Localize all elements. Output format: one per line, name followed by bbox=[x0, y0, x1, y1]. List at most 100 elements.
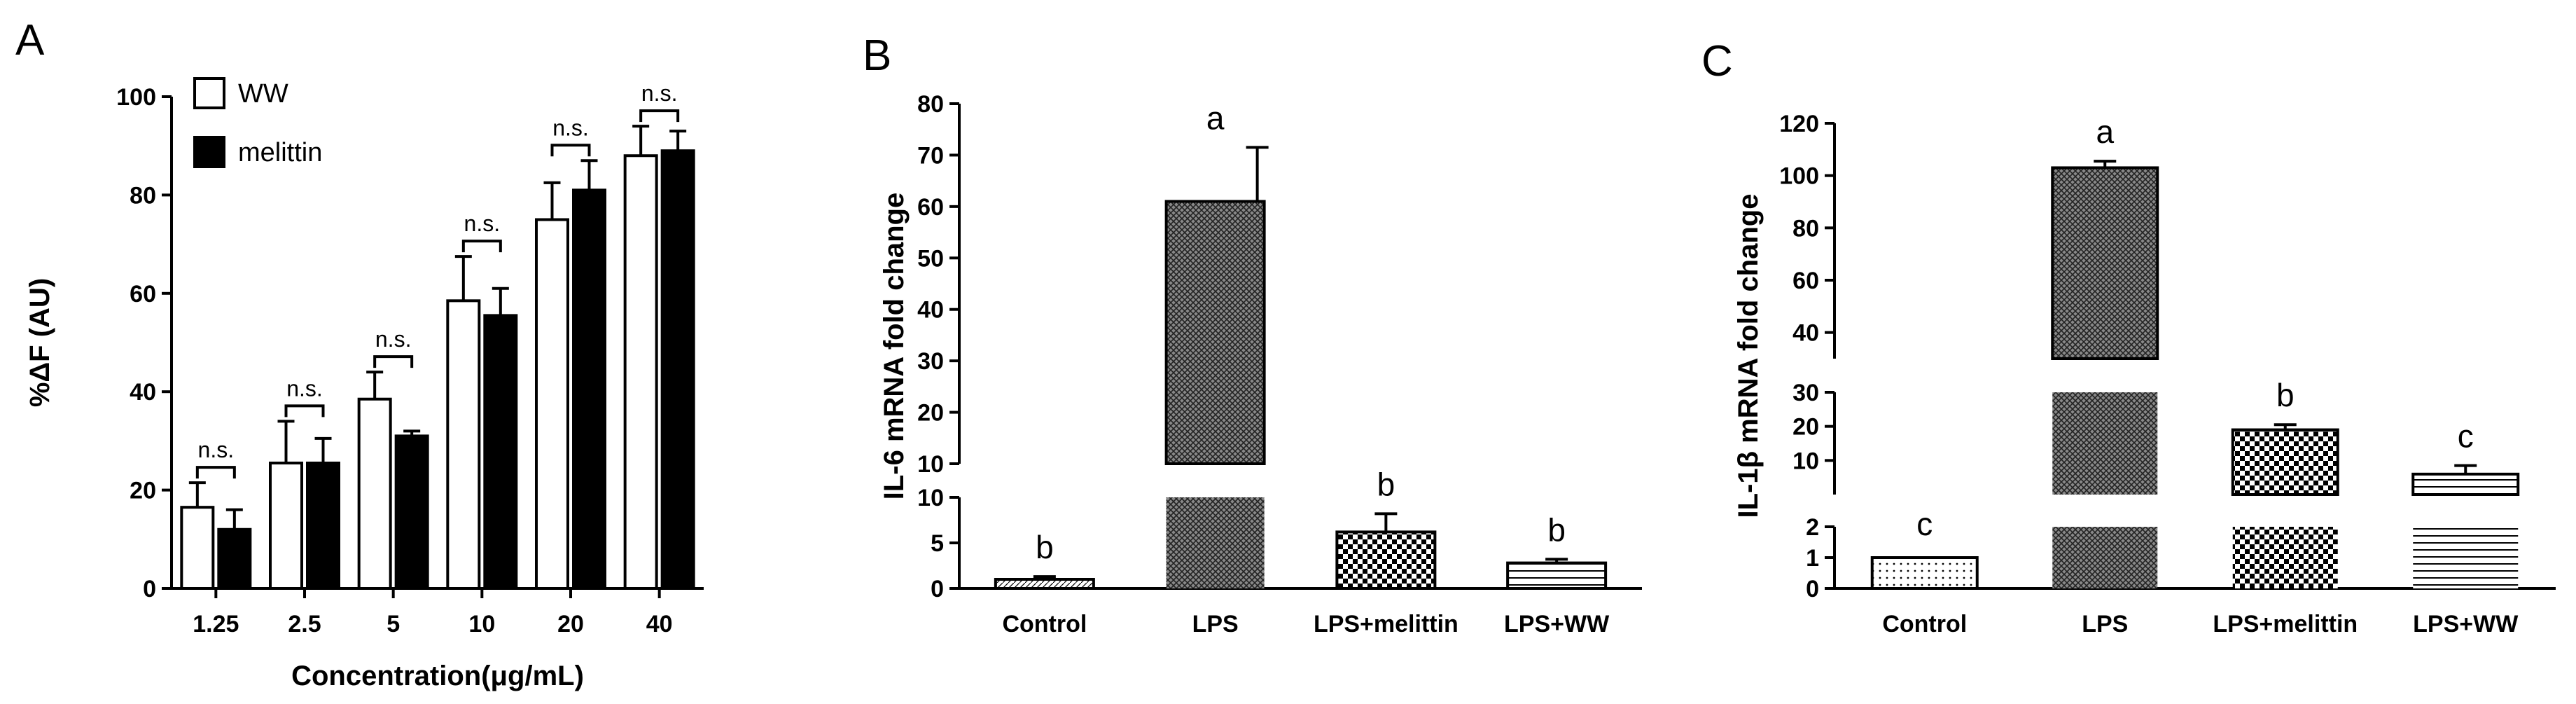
panel-a-y-tick-label: 100 bbox=[116, 84, 156, 111]
legend-label-melittin: melittin bbox=[238, 138, 322, 167]
panel-c-y-tick-label: 1 bbox=[1806, 545, 1819, 572]
panel-b-x-tick-label: LPS bbox=[1192, 611, 1239, 637]
panel-a-significance-label: n.s. bbox=[198, 437, 235, 462]
panel-a-significance-bracket bbox=[461, 240, 502, 253]
panel-a-significance-label: n.s. bbox=[641, 81, 678, 106]
panel-c-x-tick-label: LPS bbox=[2082, 611, 2128, 637]
panel-b-x-tick-label: LPS+WW bbox=[1504, 611, 1610, 637]
panel-a-y-tick-label: 80 bbox=[130, 182, 156, 209]
panel-c-bar-upper bbox=[2051, 166, 2159, 360]
panel-a-significance-label: n.s. bbox=[286, 375, 323, 401]
panel-b-bar bbox=[994, 578, 1095, 590]
panel-b-bar bbox=[1335, 530, 1437, 591]
panel-a-y-tick-label: 60 bbox=[130, 281, 156, 308]
panel-c-x-tick-label: Control bbox=[1882, 611, 1967, 637]
panel-c-y-tick-label: 0 bbox=[1806, 576, 1819, 602]
panel-a-significance-bracket bbox=[373, 355, 414, 368]
panel-a-bar-melittin bbox=[394, 434, 429, 590]
panel-a-significance-label: n.s. bbox=[464, 211, 501, 236]
panel-b-y-tick-label: 10 bbox=[917, 485, 944, 511]
panel-b-y-tick-label: 60 bbox=[917, 194, 944, 221]
panel-a-bar-melittin bbox=[306, 461, 340, 590]
panel-a-x-axis-title: Concentration(μg/mL) bbox=[291, 661, 584, 691]
legend-label-ww: WW bbox=[238, 79, 288, 109]
panel-c-bar bbox=[1870, 556, 1979, 590]
panel-b-y-tick-label: 50 bbox=[917, 245, 944, 272]
panel-a-bar-melittin bbox=[483, 314, 518, 590]
panel-c-chart: IL-1β mRNA fold change 0 1 2 10 20 30 40 60 80 10… bbox=[1733, 111, 2556, 637]
panel-b-y-axis-title: IL-6 mRNA fold change bbox=[879, 193, 910, 500]
panel-c-bar-middle bbox=[2411, 472, 2520, 496]
panel-c-bar-lower bbox=[2232, 527, 2338, 588]
panel-a-significance-label: n.s. bbox=[375, 326, 412, 352]
panel-a-x-tick-label: 10 bbox=[468, 611, 495, 637]
panel-a-significance-bracket bbox=[639, 109, 680, 123]
panel-c-significance-letter: c bbox=[2458, 418, 2474, 455]
panel-a-x-tick-label: 40 bbox=[646, 611, 673, 637]
panel-b-y-tick-label: 5 bbox=[931, 530, 944, 557]
panel-b-significance-letter: b bbox=[1547, 511, 1566, 548]
panel-letter-c: C bbox=[1701, 37, 1733, 85]
panel-a-bar-ww bbox=[535, 218, 569, 590]
legend-swatch-melittin bbox=[193, 136, 225, 168]
panel-a-y-tick-label: 20 bbox=[130, 478, 156, 504]
panel-a-significance-label: n.s. bbox=[552, 115, 589, 140]
panel-b-y-tick-label: 0 bbox=[931, 576, 944, 602]
panel-b-x-tick-label: Control bbox=[1002, 611, 1087, 637]
panel-a-x-tick-label: 20 bbox=[557, 611, 584, 637]
panel-a-legend: WW melittin bbox=[193, 77, 322, 168]
panel-a-y-axis-title: %ΔF (AU) bbox=[25, 278, 55, 407]
panel-b-bar-upper bbox=[1164, 200, 1266, 465]
panel-c-x-tick-label: LPS+melittin bbox=[2213, 611, 2358, 637]
panel-b-bar-lower bbox=[1166, 497, 1265, 588]
panel-c-bar-middle bbox=[2231, 428, 2339, 496]
panel-a-x-tick-label: 1.25 bbox=[193, 611, 239, 637]
panel-b-y-tick-label: 20 bbox=[917, 400, 944, 427]
panel-c-significance-letter: b bbox=[2276, 377, 2295, 413]
panel-c-y-tick-label: 2 bbox=[1806, 514, 1819, 541]
panel-a-x-tick-label: 2.5 bbox=[288, 611, 321, 637]
panel-letter-b: B bbox=[863, 32, 891, 80]
panel-c-bar-lower bbox=[2052, 527, 2158, 588]
panel-b-y-tick-label: 80 bbox=[917, 91, 944, 118]
panel-c-y-tick-label: 10 bbox=[1792, 448, 1819, 474]
panel-a-bar-ww bbox=[357, 397, 392, 590]
panel-c-significance-letter: a bbox=[2096, 113, 2114, 150]
panel-c-bar-lower bbox=[2413, 527, 2519, 588]
panel-b-bar bbox=[1506, 561, 1608, 590]
panel-a-bar-ww bbox=[446, 299, 481, 590]
panel-a-bar-ww bbox=[623, 154, 658, 591]
panel-c-x-tick-label: LPS+WW bbox=[2413, 611, 2519, 637]
panel-a-bar-ww bbox=[180, 506, 215, 590]
panel-a-x-tick-label: 5 bbox=[387, 611, 400, 637]
panel-b-y-tick-label: 70 bbox=[917, 142, 944, 169]
panel-a-significance-bracket bbox=[550, 144, 591, 157]
panel-c-y-axis-title: IL-1β mRNA fold change bbox=[1733, 194, 1764, 518]
panel-b-significance-letter: a bbox=[1206, 99, 1225, 136]
panel-b-y-tick-label: 30 bbox=[917, 348, 944, 375]
panel-b-significance-letter: b bbox=[1377, 466, 1395, 502]
panel-b-chart: IL-6 mRNA fold change 0 5 10 10 20 30 40 50 60 70… bbox=[879, 91, 1642, 637]
panel-b-y-tick-label: 10 bbox=[917, 451, 944, 478]
legend-swatch-ww bbox=[193, 77, 225, 109]
panel-a-bar-melittin bbox=[660, 149, 695, 591]
panel-c-y-tick-label: 120 bbox=[1779, 111, 1819, 137]
panel-a-bar-ww bbox=[269, 461, 303, 590]
panel-c-bar-middle bbox=[2052, 392, 2158, 495]
panel-c-y-tick-label: 60 bbox=[1792, 268, 1819, 294]
panel-c-significance-letter: c bbox=[1916, 506, 1933, 542]
panel-c-y-tick-label: 100 bbox=[1779, 163, 1819, 190]
panel-b-y-tick-label: 40 bbox=[917, 297, 944, 324]
panel-a-significance-bracket bbox=[195, 466, 236, 479]
panel-c-y-tick-label: 80 bbox=[1792, 215, 1819, 242]
panel-a-bar-melittin bbox=[572, 188, 606, 590]
panel-a-chart: %ΔF (AU) Concentration(μg/mL) WW melitti… bbox=[25, 77, 704, 691]
panel-letter-a: A bbox=[15, 16, 45, 64]
panel-a-bar-melittin bbox=[217, 527, 252, 591]
panel-b-x-tick-label: LPS+melittin bbox=[1314, 611, 1458, 637]
panel-a-y-tick-label: 0 bbox=[143, 576, 156, 602]
panel-a-significance-bracket bbox=[284, 404, 325, 417]
panel-a-y-tick-label: 40 bbox=[130, 379, 156, 406]
panel-c-y-tick-label: 30 bbox=[1792, 380, 1819, 406]
